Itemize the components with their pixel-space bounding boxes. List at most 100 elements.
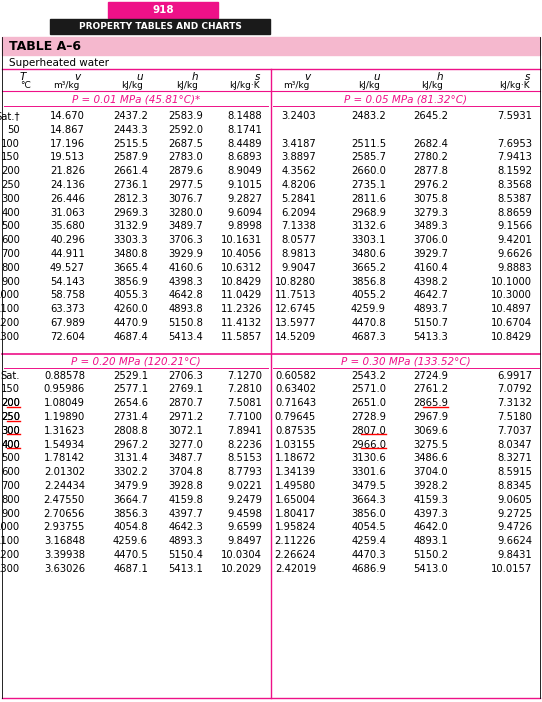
Text: 2865.9: 2865.9 [413, 398, 448, 408]
Text: 3279.3: 3279.3 [413, 208, 448, 218]
Text: 2585.7: 2585.7 [351, 152, 386, 162]
Text: 2661.4: 2661.4 [113, 166, 148, 176]
Text: 7.0792: 7.0792 [497, 385, 532, 395]
Text: 8.0577: 8.0577 [281, 235, 316, 245]
Text: 2660.0: 2660.0 [351, 166, 386, 176]
Text: 14.670: 14.670 [50, 111, 85, 121]
Text: 150: 150 [1, 152, 20, 162]
Text: 3856.0: 3856.0 [351, 509, 386, 519]
Text: 8.8659: 8.8659 [497, 208, 532, 218]
Text: 1.49580: 1.49580 [275, 481, 316, 491]
Text: 9.1566: 9.1566 [497, 221, 532, 232]
Text: 3704.8: 3704.8 [169, 468, 203, 477]
Text: 2971.2: 2971.2 [168, 412, 203, 422]
Text: 7.5180: 7.5180 [497, 412, 532, 422]
Text: 5413.4: 5413.4 [168, 332, 203, 342]
Text: v: v [304, 72, 310, 82]
Text: P = 0.20 MPa (120.21°C): P = 0.20 MPa (120.21°C) [71, 357, 201, 366]
Text: 7.7100: 7.7100 [227, 412, 262, 422]
Text: 4642.8: 4642.8 [168, 291, 203, 300]
Text: kJ/kg: kJ/kg [358, 81, 380, 89]
Text: 7.9413: 7.9413 [497, 152, 532, 162]
Text: 3480.6: 3480.6 [351, 249, 386, 259]
Text: 3303.1: 3303.1 [351, 235, 386, 245]
Text: 2879.6: 2879.6 [168, 166, 203, 176]
Text: 3489.7: 3489.7 [168, 221, 203, 232]
Text: 2967.2: 2967.2 [113, 439, 148, 449]
Text: 2.70656: 2.70656 [43, 509, 85, 519]
Text: 4397.3: 4397.3 [413, 509, 448, 519]
Bar [50, 19, 270, 34]
Text: kJ/kg: kJ/kg [121, 81, 143, 89]
Text: 3928.8: 3928.8 [168, 481, 203, 491]
Text: 250: 250 [1, 412, 20, 422]
Text: 4893.1: 4893.1 [413, 536, 448, 546]
Text: 5413.0: 5413.0 [413, 564, 448, 574]
Text: 1.31623: 1.31623 [44, 426, 85, 436]
Text: 3480.8: 3480.8 [113, 249, 148, 259]
Text: 9.2479: 9.2479 [227, 495, 262, 505]
Text: 2769.1: 2769.1 [168, 385, 203, 395]
Text: s: s [255, 72, 260, 82]
Text: 1.78142: 1.78142 [44, 453, 85, 463]
Text: kJ/kg·K: kJ/kg·K [229, 81, 260, 89]
Text: 11.0429: 11.0429 [221, 291, 262, 300]
Text: 2587.9: 2587.9 [113, 152, 148, 162]
Text: 11.4132: 11.4132 [221, 318, 262, 328]
Text: 700: 700 [1, 249, 20, 259]
Text: 9.4726: 9.4726 [497, 522, 532, 532]
Text: 3664.3: 3664.3 [351, 495, 386, 505]
Text: 4642.0: 4642.0 [413, 522, 448, 532]
Text: 1200: 1200 [0, 550, 20, 560]
Text: 7.5931: 7.5931 [497, 111, 532, 121]
Text: 10.8429: 10.8429 [491, 332, 532, 342]
Text: 600: 600 [1, 235, 20, 245]
Text: 1.34139: 1.34139 [275, 468, 316, 477]
Text: 900: 900 [1, 509, 20, 519]
Text: 54.143: 54.143 [50, 277, 85, 286]
Text: 44.911: 44.911 [50, 249, 85, 259]
Text: 1.08049: 1.08049 [44, 398, 85, 408]
Text: 8.1592: 8.1592 [497, 166, 532, 176]
Bar [2, 37, 540, 55]
Text: 7.6953: 7.6953 [497, 138, 532, 149]
Text: 3479.9: 3479.9 [113, 481, 148, 491]
Text: 4686.9: 4686.9 [351, 564, 386, 574]
Text: 400: 400 [1, 208, 20, 218]
Text: 2968.9: 2968.9 [351, 208, 386, 218]
Text: 1100: 1100 [0, 536, 20, 546]
Text: 2761.2: 2761.2 [413, 385, 448, 395]
Text: 2780.2: 2780.2 [413, 152, 448, 162]
Text: 5150.2: 5150.2 [413, 550, 448, 560]
Text: kJ/kg·K: kJ/kg·K [499, 81, 530, 89]
Text: 10.1631: 10.1631 [221, 235, 262, 245]
Text: 2977.5: 2977.5 [168, 180, 203, 190]
Text: 2735.1: 2735.1 [351, 180, 386, 190]
Text: 3664.7: 3664.7 [113, 495, 148, 505]
Text: 200: 200 [1, 398, 20, 408]
Text: 0.87535: 0.87535 [275, 426, 316, 436]
Text: m³/kg: m³/kg [54, 81, 80, 89]
Text: 2.01302: 2.01302 [44, 468, 85, 477]
Text: s: s [525, 72, 530, 82]
Text: 2654.6: 2654.6 [113, 398, 148, 408]
Text: 3.8897: 3.8897 [281, 152, 316, 162]
Text: 4470.3: 4470.3 [351, 550, 386, 560]
Text: 4055.3: 4055.3 [113, 291, 148, 300]
Text: 4687.3: 4687.3 [351, 332, 386, 342]
Text: 19.513: 19.513 [50, 152, 85, 162]
Text: 4398.2: 4398.2 [413, 277, 448, 286]
Text: 10.3000: 10.3000 [491, 291, 532, 300]
Text: 3489.3: 3489.3 [414, 221, 448, 232]
Text: 400: 400 [1, 439, 20, 449]
Text: 9.0605: 9.0605 [497, 495, 532, 505]
Text: 4687.1: 4687.1 [113, 564, 148, 574]
Text: 0.95986: 0.95986 [44, 385, 85, 395]
Text: 2724.9: 2724.9 [413, 371, 448, 380]
Text: 2807.0: 2807.0 [351, 426, 386, 436]
Text: Superheated water: Superheated water [9, 58, 109, 68]
Text: 200: 200 [1, 166, 20, 176]
Text: 9.8998: 9.8998 [227, 221, 262, 232]
Text: u: u [373, 72, 380, 82]
Text: 3072.1: 3072.1 [168, 426, 203, 436]
